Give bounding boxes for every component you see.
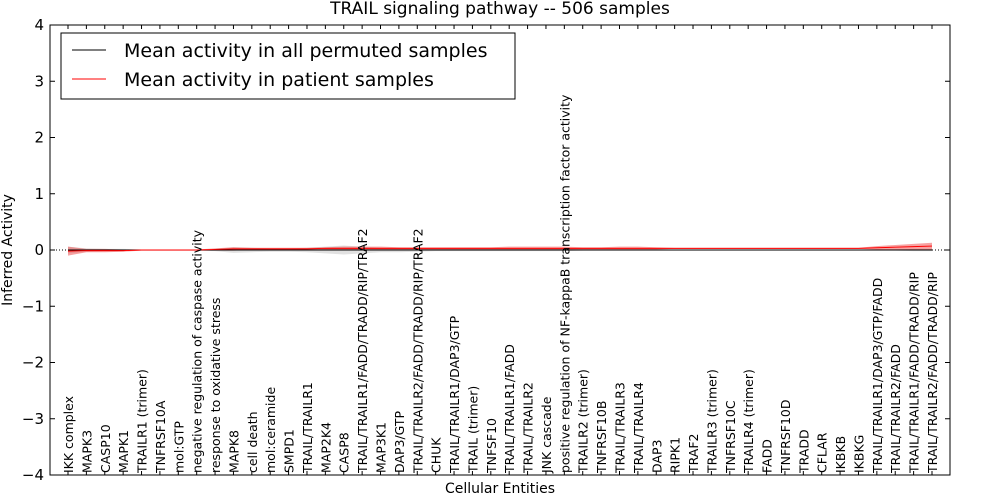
x-tick-label: TRAIL/TRAILR2/FADD bbox=[888, 344, 903, 474]
x-tick-label: TRAIL/TRAILR2/FADD/TRADD/RIP bbox=[925, 272, 940, 474]
x-tick-label: TRAIL/TRAILR3 bbox=[612, 382, 627, 474]
x-tick-label: DAP3/GTP bbox=[392, 410, 407, 473]
x-tick-label: TRAF2 bbox=[686, 433, 701, 474]
x-tick-label: MAP2K4 bbox=[318, 422, 333, 473]
y-tick-label: −1 bbox=[22, 297, 44, 315]
legend-label-patient: Mean activity in patient samples bbox=[124, 69, 434, 91]
x-tick-label: TNFRSF10B bbox=[594, 401, 609, 474]
y-tick-label: 4 bbox=[34, 16, 44, 34]
x-tick-label: FADD bbox=[760, 439, 775, 473]
x-tick-label: TRAIL/TRAILR1/DAP3/GTP/FADD bbox=[870, 278, 885, 474]
x-tick-label: JNK cascade bbox=[539, 396, 554, 474]
x-tick-label: TNFRSF10A bbox=[153, 400, 168, 474]
x-tick-label: CFLAR bbox=[815, 432, 830, 473]
series-lines bbox=[67, 245, 933, 252]
x-tick-label: TRAIL/TRAILR1/FADD bbox=[502, 344, 517, 474]
x-tick-label: DAP3 bbox=[649, 440, 664, 473]
x-tick-label: TRAIL (trimer) bbox=[465, 386, 480, 474]
y-tick-label: −2 bbox=[22, 354, 44, 372]
x-tick-label: TRAIL/TRAILR4 bbox=[631, 382, 646, 474]
line-series-1 bbox=[67, 245, 933, 252]
x-tick-label: MAPK3 bbox=[79, 430, 94, 473]
x-tick-label: CASP8 bbox=[337, 432, 352, 473]
x-tick-label: TRAIL/TRAILR2 bbox=[521, 382, 536, 474]
y-tick-label: 0 bbox=[34, 241, 44, 259]
x-tick-label: TRADD bbox=[796, 429, 811, 474]
x-tick-label: negative regulation of caspase activity bbox=[190, 229, 205, 473]
x-tick-label: TRAIL/TRAILR1 bbox=[300, 382, 315, 474]
x-tick-label: MAPK8 bbox=[226, 430, 241, 473]
x-tick-label: mol:GTP bbox=[171, 421, 186, 473]
x-tick-label: TRAILR1 (trimer) bbox=[135, 369, 150, 474]
x-tick-label: TRAIL/TRAILR2/FADD/TRADD/RIP/TRAF2 bbox=[410, 228, 425, 474]
x-tick-label: response to oxidative stress bbox=[208, 298, 223, 473]
legend: Mean activity in all permuted samples Me… bbox=[60, 32, 516, 100]
x-tick-label: TRAILR4 (trimer) bbox=[741, 369, 756, 474]
x-tick-label: SMPD1 bbox=[282, 429, 297, 473]
axis-ticks: −4 −3 −2 −1 0 1 2 3 4 bbox=[22, 16, 950, 484]
y-tick-label: 2 bbox=[34, 129, 44, 147]
x-tick-label: TNFRSF10C bbox=[723, 400, 738, 474]
x-axis-label: Cellular Entities bbox=[445, 481, 555, 497]
y-tick-label: −4 bbox=[22, 466, 44, 484]
x-tick-label: CASP10 bbox=[98, 424, 113, 473]
x-tick-label: TNFRSF10D bbox=[778, 399, 793, 474]
x-tick-label: CHUK bbox=[429, 437, 444, 473]
x-tick-label: TRAILR3 (trimer) bbox=[704, 369, 719, 474]
y-tick-label: 1 bbox=[34, 185, 44, 203]
x-tick-label: TRAIL/TRAILR1/FADD/TRADD/RIP bbox=[907, 272, 922, 474]
y-axis-label: Inferred Activity bbox=[0, 194, 16, 306]
x-tick-label: RIPK1 bbox=[668, 437, 683, 473]
y-tick-label: 3 bbox=[34, 72, 44, 90]
y-tick-label: −3 bbox=[22, 410, 44, 428]
plot-frame bbox=[49, 24, 951, 476]
x-tick-label: MAPK1 bbox=[116, 430, 131, 473]
x-tick-label: cell death bbox=[245, 411, 260, 473]
x-tick-label: TRAIL/TRAILR1/FADD/TRADD/RIP/TRAF2 bbox=[355, 228, 370, 474]
x-tick-label: IKBKB bbox=[833, 436, 848, 473]
x-tick-label: TRAIL/TRAILR1/DAP3/GTP bbox=[447, 315, 462, 474]
x-tick-label: mol:ceramide bbox=[263, 387, 278, 473]
legend-box bbox=[60, 32, 516, 100]
legend-label-permuted: Mean activity in all permuted samples bbox=[124, 40, 487, 62]
x-tick-label: IKBKG bbox=[851, 435, 866, 473]
x-tick-label: positive regulation of NF-kappaB transcr… bbox=[557, 94, 572, 473]
chart-title: TRAIL signaling pathway -- 506 samples bbox=[329, 0, 670, 19]
x-tick-label: IKK complex bbox=[61, 396, 76, 473]
x-tick-labels: IKK complex MAPK3 CASP10 MAPK1 TRAILR1 (trim… bbox=[61, 94, 940, 474]
x-tick-label: TNFSF10 bbox=[484, 418, 499, 474]
x-tick-label: TRAILR2 (trimer) bbox=[576, 369, 591, 474]
band-series-1 bbox=[68, 242, 932, 256]
x-tick-label: MAP3K1 bbox=[374, 422, 389, 473]
